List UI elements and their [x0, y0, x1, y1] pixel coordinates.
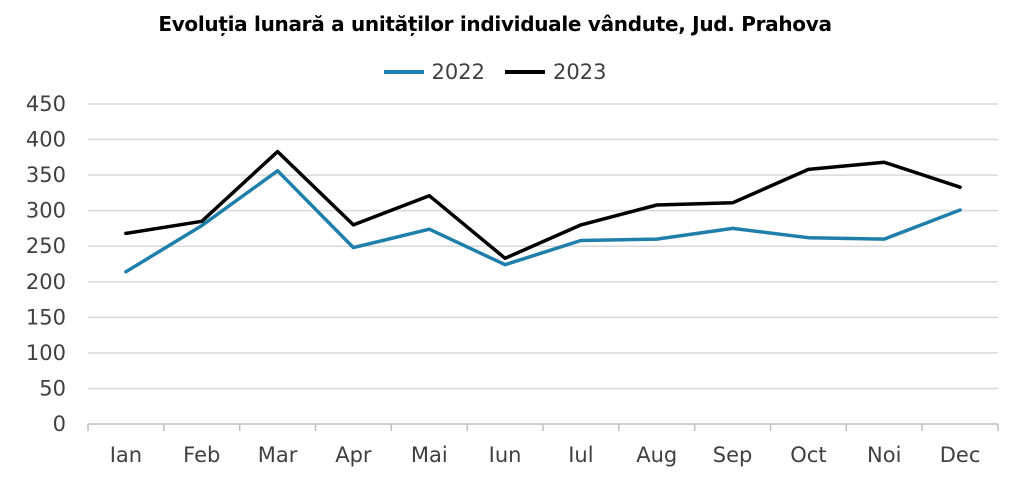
y-tick-label: 50 — [39, 376, 66, 400]
x-tick-label: Mai — [411, 443, 448, 467]
y-tick-label: 250 — [26, 234, 66, 258]
legend-swatch-2022 — [383, 70, 424, 74]
x-tick-label: Iun — [489, 443, 522, 467]
y-tick-label: 300 — [26, 199, 66, 223]
legend-label-2022: 2022 — [431, 60, 485, 84]
x-axis — [87, 423, 999, 431]
x-axis-ticks: Ian Feb Mar Apr Mai Iun Iul Aug Sep Oct Noi Dec — [110, 443, 981, 467]
y-tick-label: 100 — [26, 341, 66, 365]
chart-legend: 2022 2023 — [0, 60, 990, 84]
y-axis-ticks: 0 50 100 150 200 250 300 350 400 450 — [26, 92, 66, 436]
y-tick-label: 450 — [26, 92, 66, 116]
series-lines — [124, 149, 962, 274]
x-tick-label: Mar — [258, 443, 298, 467]
x-tick-label: Dec — [940, 443, 981, 467]
y-tick-label: 200 — [26, 270, 66, 294]
x-tick-label: Noi — [867, 443, 901, 467]
x-tick-label: Ian — [110, 443, 142, 467]
y-tick-label: 400 — [26, 128, 66, 152]
legend-entry-2023: 2023 — [505, 60, 606, 84]
series-line-2022 — [124, 169, 962, 274]
x-tick-label: Aug — [636, 443, 677, 467]
x-tick-label: Apr — [335, 443, 372, 467]
x-tick-label: Iul — [568, 443, 593, 467]
legend-entry-2022: 2022 — [383, 60, 485, 84]
y-tick-label: 0 — [53, 412, 66, 436]
chart-title: Evoluția lunară a unităților individuale… — [158, 12, 832, 36]
y-tick-label: 350 — [26, 163, 66, 187]
y-tick-label: 150 — [26, 305, 66, 329]
legend-label-2023: 2023 — [553, 60, 607, 84]
x-tick-label: Oct — [790, 443, 826, 467]
x-tick-label: Sep — [713, 443, 753, 467]
x-tick-label: Feb — [183, 443, 220, 467]
gridlines — [88, 103, 998, 390]
series-line-2023 — [124, 149, 962, 261]
legend-swatch-2023 — [505, 70, 545, 74]
